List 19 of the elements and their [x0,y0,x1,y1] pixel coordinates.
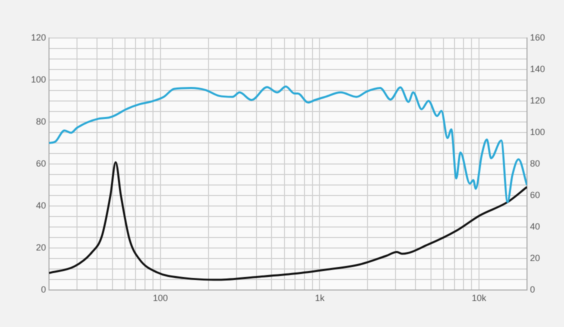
x-tick-label: 100 [152,293,168,304]
y-tick-label: 20 [36,242,46,253]
y2-tick-label: 140 [530,64,546,74]
y2-tick-label: 160 [530,32,546,42]
y2-tick-label: 0 [530,284,535,295]
y-tick-label: 120 [30,32,46,42]
y-tick-label: 80 [36,116,46,127]
y2-tick-label: 40 [530,222,540,232]
y2-tick-label: 80 [530,158,540,169]
y-tick-label: 100 [30,74,46,85]
y-tick-label: 60 [36,158,46,169]
y2-tick-label: 60 [530,190,540,200]
y2-tick-label: 100 [530,127,546,138]
x-tick-label: 1k [314,293,325,304]
y-tick-label: 40 [36,200,46,211]
y2-tick-label: 20 [530,253,540,264]
y-tick-label: 0 [41,284,46,295]
y2-tick-label: 120 [530,96,546,106]
x-tick-label: 10k [472,293,487,304]
